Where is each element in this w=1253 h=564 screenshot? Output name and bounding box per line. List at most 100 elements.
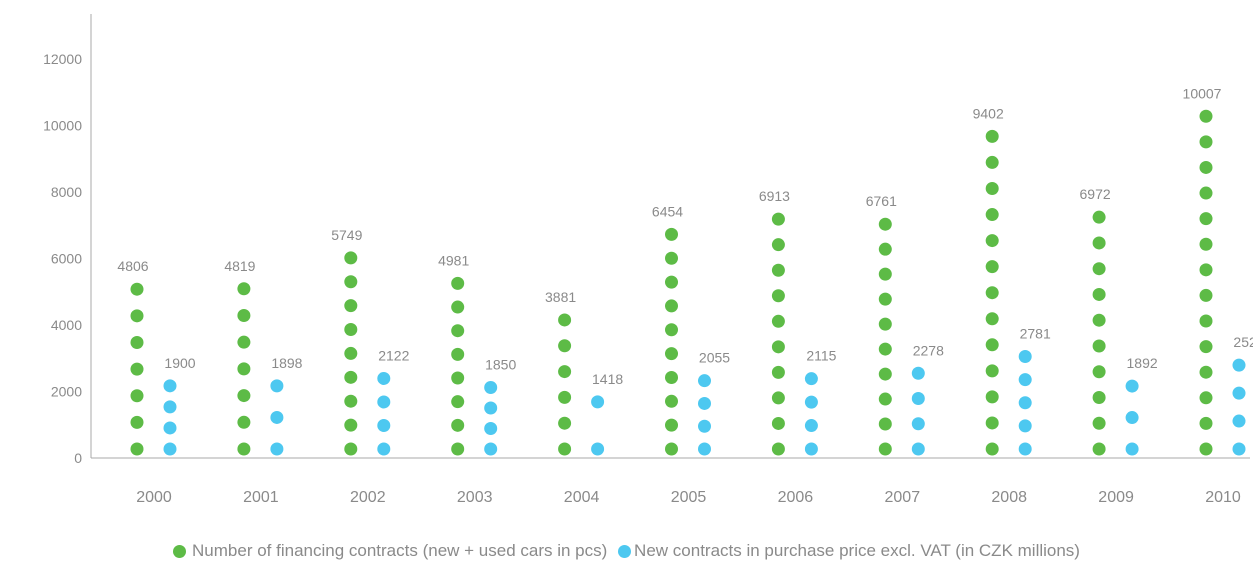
x-tick-label: 2009 (1098, 489, 1134, 506)
purchase-price-value-label: 2055 (699, 350, 730, 366)
purchase-price-dot (270, 379, 284, 393)
financing-contracts-dot (558, 313, 572, 327)
axes (90, 14, 1250, 459)
financing-contracts-dot (665, 251, 678, 265)
financing-contracts-dot (130, 362, 144, 376)
purchase-price-dot (163, 442, 177, 456)
financing-contracts-dot (1092, 262, 1106, 276)
financing-contracts-dot (130, 309, 144, 323)
legend-swatch-blue (618, 544, 632, 558)
purchase-price-dot (911, 366, 925, 380)
financing-contracts-dot (985, 234, 999, 248)
financing-contracts-dot (878, 317, 892, 331)
purchase-price-dot (484, 442, 498, 456)
financing-contracts-value-label: 9402 (973, 105, 1004, 121)
financing-contracts-dot (237, 362, 251, 376)
financing-contracts-dot (985, 364, 999, 378)
financing-contracts-dot (665, 347, 678, 361)
financing-contracts-dot (1199, 186, 1213, 200)
financing-contracts-dot (665, 370, 678, 384)
purchase-price-dot (804, 372, 818, 386)
purchase-price-dot (1018, 442, 1032, 456)
x-tick-label: 2002 (350, 489, 386, 506)
y-tick-label: 6000 (51, 251, 82, 267)
purchase-price-dot (1232, 442, 1246, 456)
purchase-price-dot (911, 442, 925, 456)
financing-contracts-dot (344, 346, 358, 360)
purchase-price-dot (484, 421, 498, 435)
purchase-price-dot (698, 442, 711, 456)
purchase-price-value-label: 2115 (806, 348, 836, 364)
x-tick-label: 2007 (885, 489, 921, 506)
financing-contracts-dot (1199, 314, 1213, 328)
financing-contracts-dot (1199, 160, 1213, 174)
x-tick-label: 2006 (778, 489, 814, 506)
purchase-price-dot (1125, 379, 1139, 393)
x-tick-label: 2010 (1205, 489, 1241, 506)
purchase-price-dot (1018, 396, 1032, 410)
y-tick-label: 2000 (51, 384, 82, 400)
purchase-price-dot (804, 419, 818, 433)
financing-contracts-value-label: 6761 (866, 193, 897, 209)
y-tick-label: 12000 (43, 51, 82, 67)
legend-swatch-green (173, 544, 187, 558)
financing-contracts-dot (1092, 313, 1106, 327)
financing-contracts-value-label: 4806 (117, 258, 148, 274)
financing-contracts-dot (451, 276, 465, 290)
purchase-price-dot (1125, 411, 1139, 425)
purchase-price-dot (804, 442, 818, 456)
financing-contracts-dot (665, 418, 678, 432)
purchase-price-dot (591, 395, 605, 409)
financing-contracts-dot (665, 275, 678, 289)
financing-contracts-dot (1092, 210, 1106, 224)
financing-contracts-dot (771, 314, 785, 328)
financing-contracts-dot (665, 394, 678, 408)
financing-contracts-dot (771, 416, 785, 430)
financing-contracts-dot (771, 289, 785, 303)
financing-contracts-dot (451, 418, 465, 432)
financing-contracts-dot (665, 227, 678, 241)
financing-contracts-dot (130, 389, 144, 403)
financing-contracts-dot (1092, 287, 1106, 301)
financing-contracts-dot (237, 335, 251, 349)
dot-column-chart: 0 2000 4000 6000 8000 10000 12000 2000 2001 2002… (43, 14, 1253, 506)
purchase-price-value-label: 2522 (1233, 334, 1253, 350)
legend: Number of financing contracts (new + use… (0, 541, 1253, 563)
legend-item-financing-contracts: Number of financing contracts (new + use… (173, 541, 607, 561)
x-tick-label: 2005 (671, 489, 707, 506)
financing-contracts-dot (558, 365, 572, 379)
purchase-price-dot (377, 371, 391, 385)
purchase-price-dot (911, 392, 925, 406)
financing-contracts-dot (985, 208, 999, 222)
y-tick-label: 0 (74, 450, 82, 466)
financing-contracts-dot (665, 323, 678, 337)
financing-contracts-value-label: 6454 (652, 203, 683, 219)
y-tick-label: 8000 (51, 184, 82, 200)
purchase-price-dot (484, 380, 498, 394)
financing-contracts-dot (344, 251, 358, 265)
purchase-price-dot (591, 442, 605, 456)
financing-contracts-dot (451, 442, 465, 456)
financing-contracts-dot (1092, 390, 1106, 404)
purchase-price-value-label: 1418 (592, 371, 623, 387)
financing-contracts-dot (878, 417, 892, 431)
financing-contracts-value-label: 3881 (545, 289, 576, 305)
financing-contracts-dot (985, 416, 999, 430)
financing-contracts-dot (985, 390, 999, 404)
financing-contracts-dot (1199, 340, 1213, 354)
purchase-price-dot (1125, 442, 1139, 456)
purchase-price-value-label: 2278 (913, 342, 944, 358)
financing-contracts-dot (344, 418, 358, 432)
financing-contracts-dot (771, 263, 785, 277)
financing-contracts-dot (665, 442, 678, 456)
financing-contracts-dot (985, 312, 999, 326)
purchase-price-dot (1018, 373, 1032, 387)
financing-contracts-value-label: 4981 (438, 252, 469, 268)
financing-contracts-dot (1199, 416, 1213, 430)
financing-contracts-dot (985, 181, 999, 195)
purchase-price-dot (163, 400, 177, 414)
financing-contracts-dot (771, 212, 785, 226)
purchase-price-dot (163, 379, 177, 393)
financing-contracts-dot (878, 342, 892, 356)
financing-contracts-dot (558, 442, 572, 456)
